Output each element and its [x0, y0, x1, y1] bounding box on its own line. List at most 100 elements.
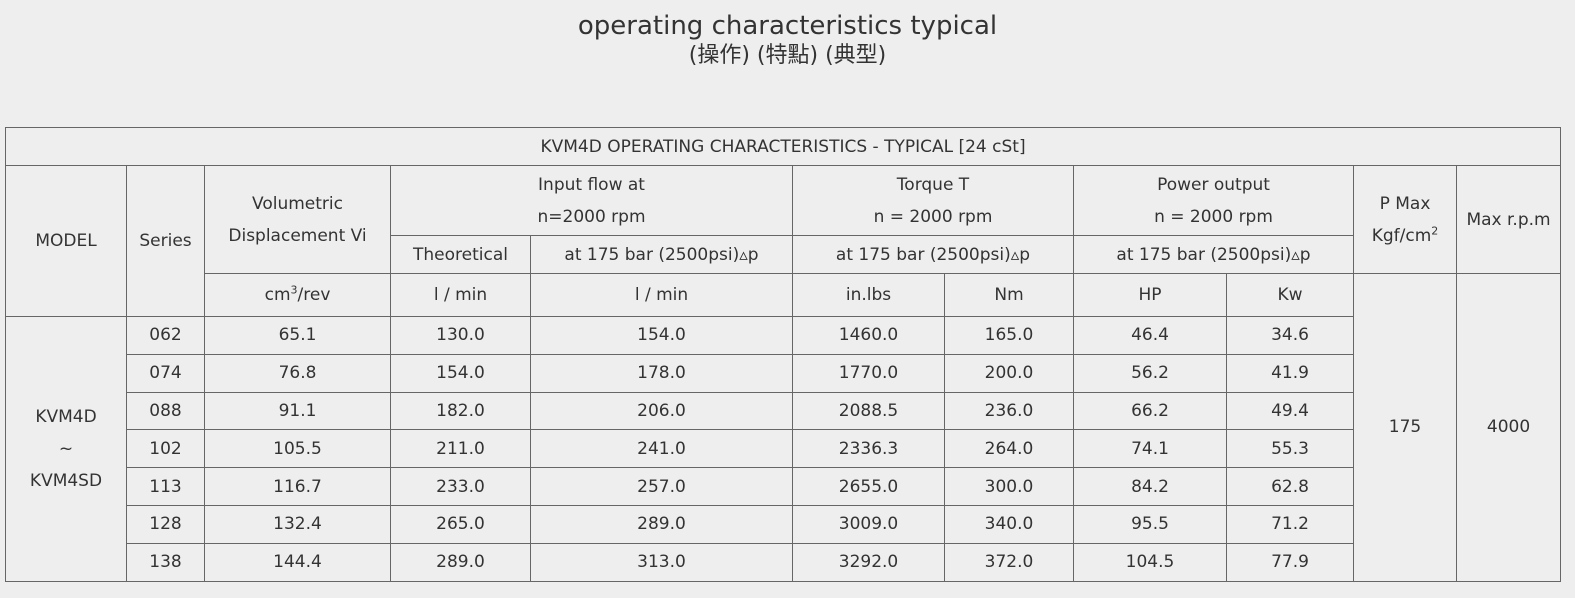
title: operating characteristics typical: [577, 11, 998, 41]
header-cell: Series: [126, 165, 205, 317]
data-cell: 116.7: [204, 467, 391, 506]
header-line: Input flow at: [538, 174, 645, 195]
data-row: 088 91.1 182.0 206.0 2088.5 236.0 66.2 49.4: [6, 391, 1561, 431]
data-cell: 132.4: [204, 504, 391, 544]
header-cell: at 175 bar (2500psi)▵p: [792, 235, 1074, 274]
data-cell: 3009.0: [792, 504, 945, 544]
header-line: Volumetric: [252, 193, 343, 214]
header-line: Displacement Vi: [228, 225, 367, 246]
model-line: KVM4SD: [29, 470, 103, 491]
unit-sup: 3: [290, 283, 298, 297]
data-cell: 289.0: [390, 542, 531, 582]
data-cell: 113: [126, 467, 205, 506]
header-cell: Max r.p.m: [1455, 165, 1562, 274]
data-cell: 74.1: [1073, 429, 1227, 469]
data-cell: 074: [126, 353, 205, 393]
data-cell: 1770.0: [792, 353, 945, 393]
data-cell: 71.2: [1226, 504, 1354, 544]
subtitle: (操作) (特點) (典型): [688, 43, 887, 68]
header-line: Power output: [1157, 174, 1270, 195]
data-cell: 62.8: [1226, 467, 1354, 506]
unit-cell: l / min: [390, 273, 531, 317]
data-cell: 233.0: [390, 467, 531, 506]
data-cell: 182.0: [390, 391, 531, 431]
max-rpm-cell: 4000: [1455, 273, 1562, 582]
data-cell: 241.0: [530, 429, 793, 469]
data-cell: 56.2: [1073, 353, 1227, 393]
data-cell: 91.1: [204, 391, 391, 431]
unit-cell: cm3/rev: [204, 273, 391, 317]
data-cell: 130.0: [390, 316, 531, 355]
data-cell: 2336.3: [792, 429, 945, 469]
table-caption: KVM4D OPERATING CHARACTERISTICS - TYPICA…: [4, 127, 1562, 166]
header-line: n=2000 rpm: [537, 206, 646, 227]
data-cell: 102: [126, 429, 205, 469]
data-cell: 84.2: [1073, 467, 1227, 506]
data-cell: 3292.0: [792, 542, 945, 582]
data-cell: 95.5: [1073, 504, 1227, 544]
header-cell: Power output n = 2000 rpm: [1073, 165, 1354, 236]
data-row: 128 132.4 265.0 289.0 3009.0 340.0 95.5 71.2: [6, 504, 1561, 544]
data-cell: 206.0: [530, 391, 793, 431]
data-cell: 55.3: [1226, 429, 1354, 469]
data-cell: 300.0: [944, 467, 1074, 506]
model-cell: KVM4D ~ KVM4SD: [5, 316, 127, 582]
data-cell: 265.0: [390, 504, 531, 544]
header-line: Kgf/cm2: [1354, 220, 1456, 252]
header-cell: at 175 bar (2500psi)▵p: [1073, 235, 1354, 274]
unit-cell: in.lbs: [792, 273, 945, 317]
header-cell: MODEL: [5, 165, 127, 317]
header-cell: Volumetric Displacement Vi: [204, 165, 391, 274]
unit-base: cm: [264, 285, 291, 305]
data-cell: 2655.0: [792, 467, 945, 506]
data-cell: 105.5: [204, 429, 391, 469]
data-cell: 340.0: [944, 504, 1074, 544]
data-cell: 165.0: [944, 316, 1074, 355]
data-cell: 088: [126, 391, 205, 431]
data-row: 138 144.4 289.0 313.0 3292.0 372.0 104.5 77.9: [6, 542, 1561, 582]
unit-rest: /rev: [297, 285, 331, 305]
data-cell: 41.9: [1226, 353, 1354, 393]
unit-base: Kgf/cm: [1371, 225, 1432, 246]
data-row: 113 116.7 233.0 257.0 2655.0 300.0 84.2 62.8: [6, 467, 1561, 506]
data-cell: 2088.5: [792, 391, 945, 431]
header-cell: at 175 bar (2500psi)▵p: [530, 235, 793, 274]
data-cell: 211.0: [390, 429, 531, 469]
unit-cell: Nm: [944, 273, 1074, 317]
data-cell: 65.1: [204, 316, 391, 355]
data-cell: 372.0: [944, 542, 1074, 582]
unit-sup: 2: [1431, 223, 1439, 237]
model-line: KVM4D: [35, 406, 97, 427]
model-line: ~: [58, 438, 74, 459]
data-cell: 66.2: [1073, 391, 1227, 431]
header-line: P Max: [1379, 193, 1431, 214]
data-cell: 200.0: [944, 353, 1074, 393]
header-line: n = 2000 rpm: [873, 206, 993, 227]
header-cell: Input flow at n=2000 rpm: [390, 165, 793, 236]
data-cell: 154.0: [530, 316, 793, 355]
data-cell: 1460.0: [792, 316, 945, 355]
data-cell: 77.9: [1226, 542, 1354, 582]
data-cell: 154.0: [390, 353, 531, 393]
data-cell: 236.0: [944, 391, 1074, 431]
data-cell: 313.0: [530, 542, 793, 582]
data-cell: 144.4: [204, 542, 391, 582]
data-row: 102 105.5 211.0 241.0 2336.3 264.0 74.1 55.3: [6, 429, 1561, 469]
data-cell: 49.4: [1226, 391, 1354, 431]
header-cell: P Max Kgf/cm2: [1353, 165, 1457, 274]
spec-table: KVM4D OPERATING CHARACTERISTICS - TYPICA…: [4, 127, 1562, 582]
data-row: KVM4D ~ KVM4SD 062 65.1 130.0 154.0 1460.0 165.0…: [5, 316, 1561, 582]
data-cell: 178.0: [530, 353, 793, 393]
unit-cell: l / min: [530, 273, 793, 317]
data-row: 074 76.8 154.0 178.0 1770.0 200.0 56.2 41.9: [6, 353, 1561, 393]
data-cell: 257.0: [530, 467, 793, 506]
data-cell: 104.5: [1073, 542, 1227, 582]
header-cell: Theoretical: [390, 235, 531, 274]
unit-cell: Kw: [1226, 273, 1354, 317]
p-max-cell: 175: [1353, 273, 1457, 582]
header-line: Torque T: [896, 174, 970, 195]
data-cell: 34.6: [1226, 316, 1354, 355]
data-cell: 138: [126, 542, 205, 582]
data-cell: 289.0: [530, 504, 793, 544]
